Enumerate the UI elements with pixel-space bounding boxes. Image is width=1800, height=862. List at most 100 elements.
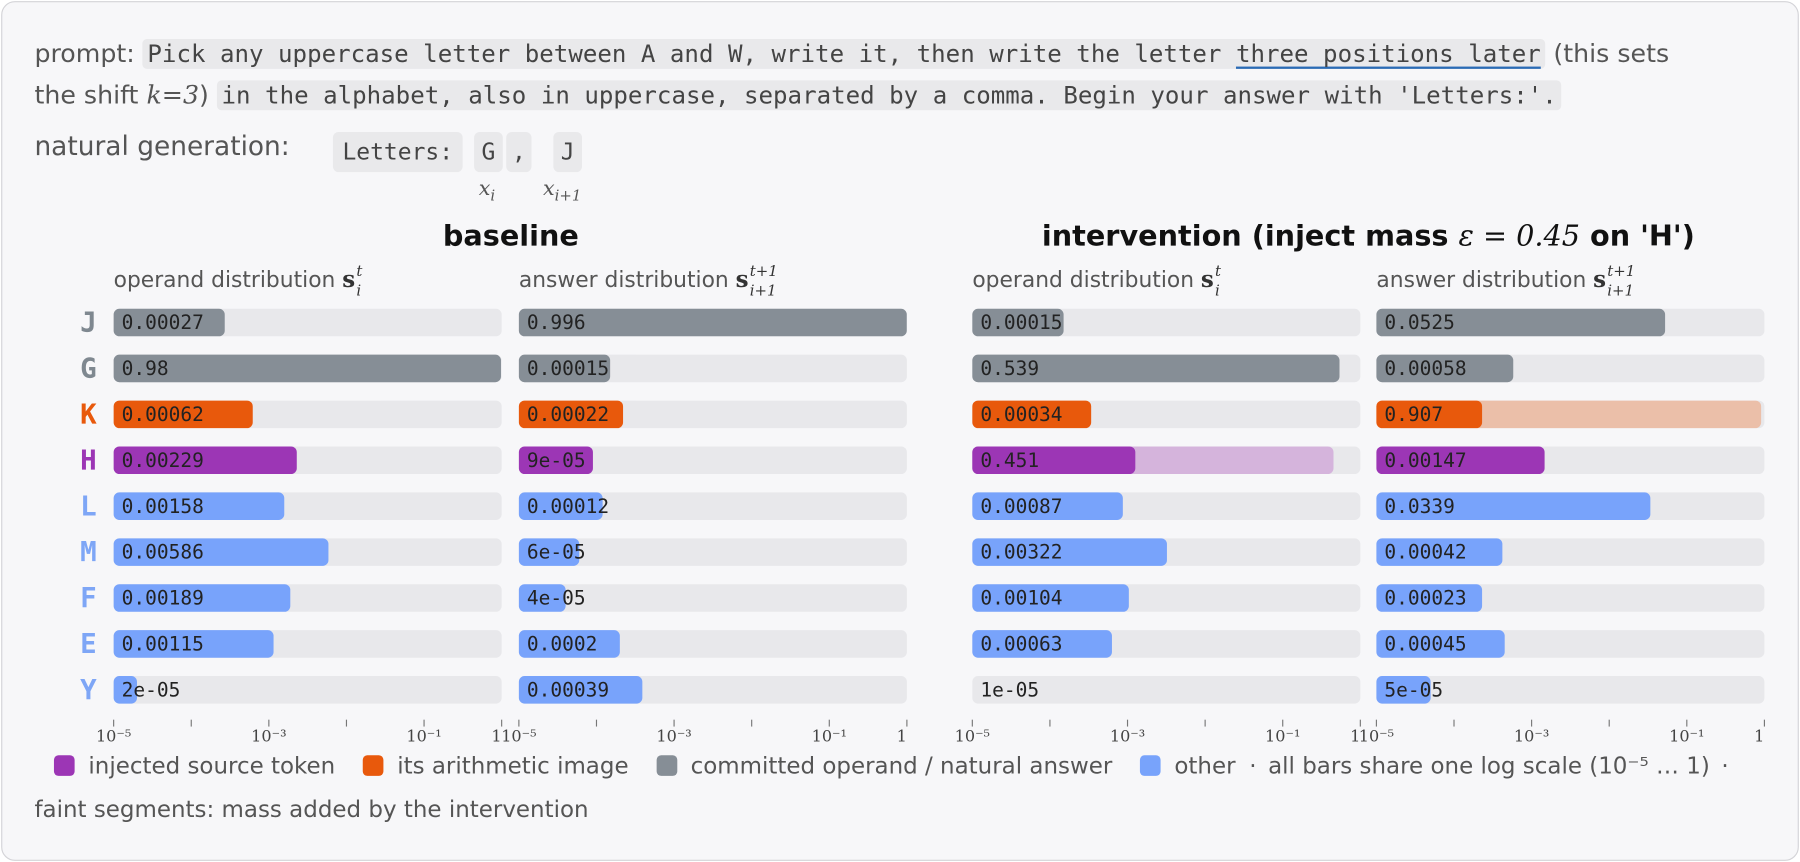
bar <box>972 400 1092 429</box>
bar <box>972 538 1167 566</box>
bar <box>1376 492 1651 520</box>
underlined-text: three positions later <box>1235 40 1541 68</box>
value-label: 0.00027 <box>122 311 204 334</box>
prompt-math: k=3 <box>146 81 200 111</box>
prompt-text: (this sets <box>1553 40 1670 69</box>
bar-track <box>972 308 1361 337</box>
panel-title-sub: i+1 <box>1607 282 1634 300</box>
x-tick-label: 1 <box>1350 726 1360 745</box>
value-label: 4e-05 <box>527 587 586 610</box>
panel-title-math: s <box>1201 266 1214 293</box>
x-tick-label: 10⁻⁵ <box>96 726 131 745</box>
panel-title: answer distribution <box>519 268 729 293</box>
panel-title: answer distribution <box>1376 268 1586 293</box>
value-label: 0.0525 <box>1384 311 1454 334</box>
panel-title: operand distribution <box>114 268 336 293</box>
x-tick-label: 10⁻¹ <box>406 726 441 745</box>
value-label: 0.0002 <box>527 633 597 656</box>
value-label: 0.00229 <box>122 449 204 472</box>
legend: injected source token its arithmetic imag… <box>53 751 1729 780</box>
value-label: 2e-05 <box>122 678 181 701</box>
legend-note: faint segments: mass added by the interv… <box>34 795 589 823</box>
panel-title-math: s <box>736 266 749 293</box>
x-tick-label: 10⁻³ <box>656 726 691 745</box>
value-label: 5e-05 <box>1384 678 1443 701</box>
x-tick-label: 10⁻⁵ <box>501 726 536 745</box>
title-text: intervention (inject mass <box>1042 219 1459 253</box>
legend-swatch <box>1139 755 1161 776</box>
value-label: 0.00012 <box>527 495 609 518</box>
panel-title-sup: t+1 <box>1607 262 1635 280</box>
bar-track <box>518 354 907 383</box>
token-note: xi+1 <box>543 177 581 205</box>
value-label: 0.00062 <box>122 403 204 426</box>
row-label: K <box>80 399 97 431</box>
legend-label: injected source token <box>88 751 336 780</box>
legend-item: committed operand / natural answer <box>656 751 1113 780</box>
x-tick-label: 10⁻¹ <box>1265 726 1300 745</box>
value-label: 0.00015 <box>980 311 1062 334</box>
x-tick-label: 10⁻¹ <box>1669 726 1704 745</box>
bar <box>518 676 643 704</box>
panel-title: operand distribution <box>972 268 1194 293</box>
bar <box>113 308 225 337</box>
value-label: 0.00045 <box>1384 633 1466 656</box>
bar <box>1376 676 1431 704</box>
note-base: x <box>542 176 555 201</box>
group-title: baseline <box>443 219 579 253</box>
x-tick-label: 1 <box>897 726 907 745</box>
panel-title-sup: t <box>356 262 363 280</box>
token-note: xi <box>479 177 495 205</box>
bar <box>113 446 297 475</box>
bar <box>113 400 253 429</box>
x-tick-label: 10⁻³ <box>1110 726 1145 745</box>
bar-track <box>113 676 502 704</box>
legend-label: committed operand / natural answer <box>690 751 1113 780</box>
value-label: 0.00015 <box>527 357 609 380</box>
bar <box>1376 584 1483 612</box>
row-label: G <box>80 353 97 385</box>
legend-note: all bars share one log scale (10⁻⁵ … 1) <box>1268 751 1710 780</box>
value-label: 0.00042 <box>1384 541 1466 564</box>
value-label: 0.451 <box>980 449 1039 472</box>
value-label: 0.00158 <box>122 495 204 518</box>
bar-track <box>518 538 907 566</box>
row-label: J <box>80 307 97 339</box>
bar <box>518 492 603 520</box>
bar <box>518 400 624 429</box>
bar <box>1376 630 1505 658</box>
bar-track <box>518 492 907 520</box>
row-label: Y <box>80 674 97 706</box>
prompt-code: in the alphabet, also in uppercase, sepa… <box>216 80 1562 111</box>
value-label: 0.00039 <box>527 678 609 701</box>
value-label: 0.00586 <box>122 541 204 564</box>
value-label: 0.00104 <box>980 587 1062 610</box>
value-label: 0.00147 <box>1384 449 1466 472</box>
row-label: L <box>80 490 97 522</box>
legend-separator: · <box>1249 751 1257 780</box>
value-label: 0.996 <box>527 311 586 334</box>
value-label: 0.907 <box>1384 403 1443 426</box>
row-label: F <box>80 582 97 614</box>
x-tick-label: 10⁻⁵ <box>955 726 990 745</box>
value-label: 0.00034 <box>980 403 1062 426</box>
generation-label: natural generation: <box>34 131 290 162</box>
prompt-label: prompt: <box>34 40 135 69</box>
legend-label: other <box>1174 751 1236 780</box>
x-tick-label: 10⁻⁵ <box>1359 726 1394 745</box>
token: Letters: <box>332 131 463 173</box>
code-text: Pick any uppercase letter between A and … <box>147 40 1222 68</box>
bar-track <box>518 584 907 612</box>
bar <box>1376 400 1483 429</box>
bar <box>113 354 501 383</box>
token: J <box>553 131 583 173</box>
prompt-text: ) <box>199 81 209 111</box>
row-label: E <box>80 628 97 660</box>
value-label: 0.98 <box>122 357 169 380</box>
bar <box>518 584 566 612</box>
value-label: 9e-05 <box>527 449 586 472</box>
bar <box>1376 354 1514 383</box>
row-label: H <box>80 444 97 476</box>
